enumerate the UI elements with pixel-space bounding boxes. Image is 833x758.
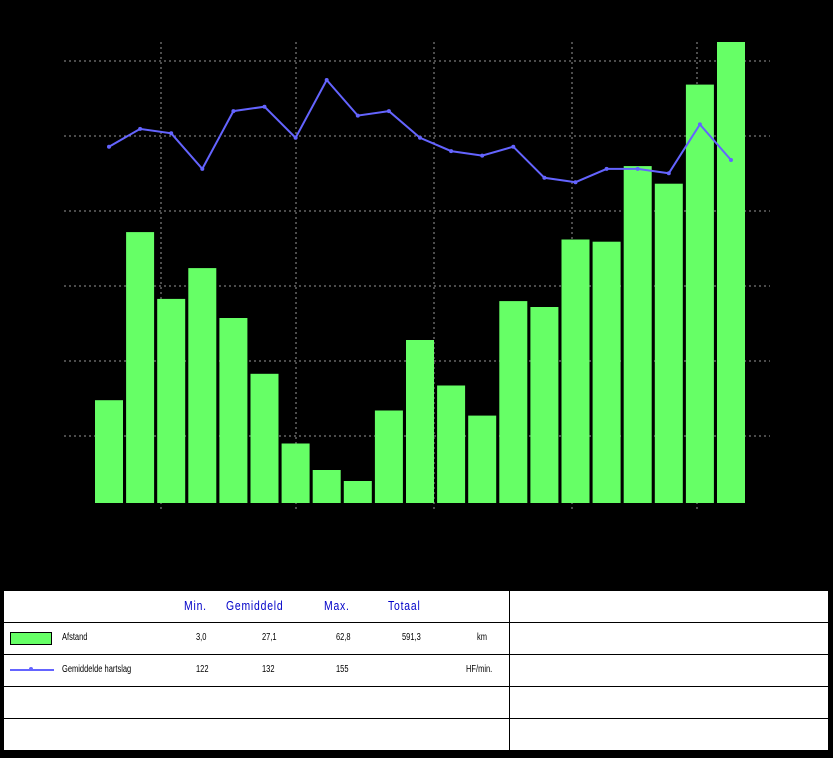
heart-rate-line bbox=[107, 78, 733, 185]
heart-rate-point-10 bbox=[386, 109, 391, 114]
legend-empty-row bbox=[3, 718, 829, 751]
legend-header-row: Min. Gemiddeld Max. Totaal bbox=[3, 590, 829, 623]
heart-rate-point-13 bbox=[480, 153, 485, 158]
bar-20 bbox=[685, 84, 714, 503]
heart-rate-point-20 bbox=[697, 122, 702, 127]
bar-17 bbox=[592, 241, 621, 503]
bar-4 bbox=[188, 268, 217, 503]
heart-rate-point-11 bbox=[418, 135, 422, 140]
header-min: Min. bbox=[184, 598, 207, 613]
heart-rate-point-12 bbox=[449, 149, 454, 154]
legend-name: Gemiddelde hartslag bbox=[62, 664, 132, 675]
heart-rate-point-7 bbox=[293, 135, 298, 140]
heart-rate-point-16 bbox=[573, 180, 578, 185]
heart-rate-point-5 bbox=[231, 109, 236, 114]
legend-avg: 27,1 bbox=[262, 632, 277, 643]
legend-row-afstand: Afstand 3,0 27,1 62,8 591,3 km bbox=[3, 622, 829, 655]
bar-11 bbox=[406, 340, 434, 503]
heart-rate-point-2 bbox=[138, 126, 143, 131]
bars bbox=[95, 42, 745, 503]
heart-rate-point-18 bbox=[635, 166, 640, 171]
header-total: Totaal bbox=[388, 598, 421, 613]
heart-rate-point-15 bbox=[542, 175, 547, 180]
legend-unit: km bbox=[477, 632, 488, 643]
bar-16 bbox=[561, 239, 590, 503]
legend-avg: 132 bbox=[262, 664, 275, 675]
bar-10 bbox=[374, 410, 403, 503]
hartslag-swatch-dot bbox=[29, 667, 33, 671]
bar-2 bbox=[126, 232, 155, 503]
header-max: Max. bbox=[324, 598, 350, 613]
bar-13 bbox=[468, 415, 497, 503]
legend-min: 122 bbox=[196, 664, 209, 675]
heart-rate-point-4 bbox=[200, 166, 205, 171]
header-avg: Gemiddeld bbox=[226, 598, 284, 613]
afstand-swatch bbox=[10, 632, 52, 645]
bar-9 bbox=[343, 481, 372, 503]
legend-max: 62,8 bbox=[336, 632, 351, 643]
heart-rate-point-21 bbox=[729, 158, 733, 162]
heart-rate-point-17 bbox=[604, 166, 609, 171]
heart-rate-point-9 bbox=[355, 113, 360, 118]
heart-rate-point-6 bbox=[262, 104, 267, 109]
legend-name: Afstand bbox=[62, 632, 88, 643]
legend-empty-row bbox=[3, 686, 829, 719]
legend-min: 3,0 bbox=[196, 632, 207, 643]
legend-max: 155 bbox=[336, 664, 349, 675]
heart-rate-point-3 bbox=[169, 131, 174, 136]
heart-rate-point-19 bbox=[666, 171, 671, 176]
bar-15 bbox=[530, 307, 559, 503]
bar-3 bbox=[157, 298, 186, 503]
legend-row-hartslag: Gemiddelde hartslag 122 132 155 HF/min. bbox=[3, 654, 829, 687]
bar-18 bbox=[623, 166, 652, 503]
legend-unit: HF/min. bbox=[466, 664, 493, 675]
heart-rate-point-14 bbox=[511, 144, 516, 149]
bar-7 bbox=[281, 443, 310, 503]
bar-1 bbox=[95, 400, 123, 503]
heart-rate-point-1 bbox=[107, 144, 111, 149]
heart-rate-point-8 bbox=[324, 78, 329, 82]
legend-table: Min. Gemiddeld Max. Totaal Afstand 3,0 2… bbox=[3, 590, 829, 751]
legend-total: 591,3 bbox=[402, 632, 421, 643]
bar-6 bbox=[250, 373, 279, 503]
bar-21 bbox=[717, 42, 745, 503]
bar-5 bbox=[219, 318, 248, 503]
chart bbox=[64, 42, 770, 509]
bar-14 bbox=[499, 301, 528, 503]
bar-12 bbox=[437, 385, 466, 503]
bar-8 bbox=[312, 470, 341, 503]
bar-19 bbox=[654, 183, 683, 503]
